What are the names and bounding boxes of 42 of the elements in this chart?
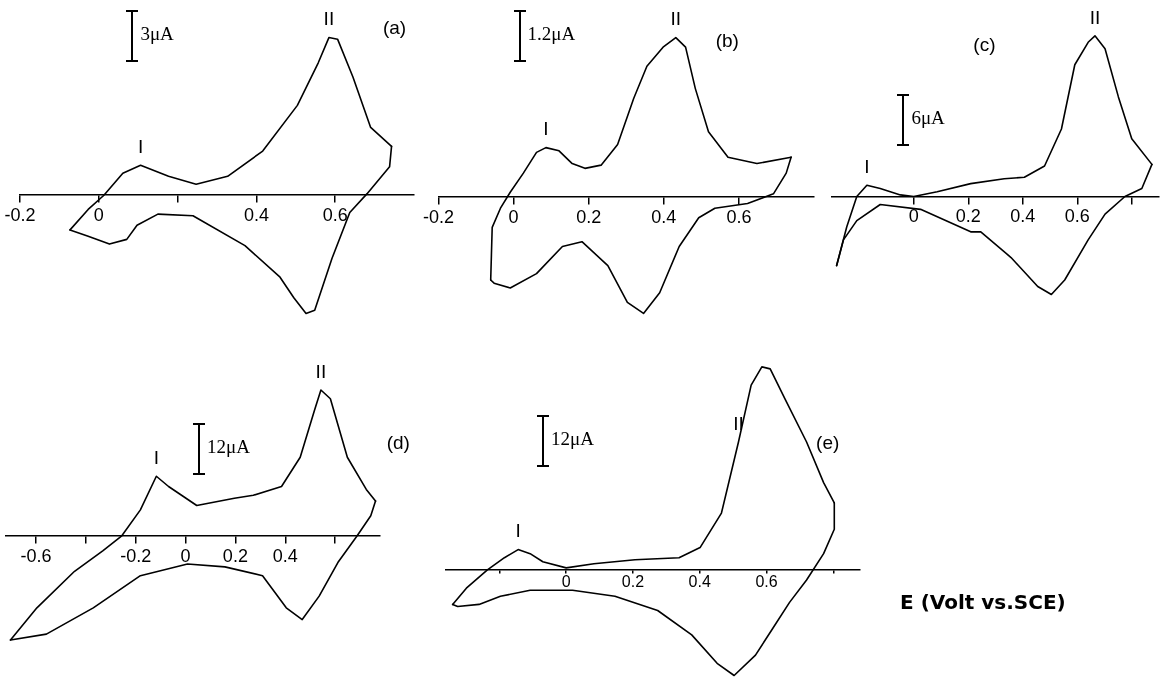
x-tick-label: 0.6 xyxy=(1064,206,1090,227)
annotation: 12μA xyxy=(551,427,595,449)
x-tick-label: -0.2 xyxy=(422,206,455,227)
x-tick-label: 0 xyxy=(180,545,191,566)
annotation: I xyxy=(153,446,159,468)
x-tick-label: -0.2 xyxy=(4,204,36,225)
annotation: (b) xyxy=(715,30,739,52)
x-tick-label: 0.6 xyxy=(322,204,348,225)
x-axis-title: E (Volt vs.SCE) xyxy=(900,590,1066,615)
annotation: II xyxy=(1089,6,1101,28)
x-tick-label: 0.4 xyxy=(688,572,711,590)
annotation: I xyxy=(137,135,144,157)
annotation: 6μA xyxy=(911,106,946,128)
x-tick-label: 0.2 xyxy=(222,545,248,566)
x-tick-label: 0.6 xyxy=(755,572,778,590)
x-tick-label: 0.4 xyxy=(272,545,298,566)
annotation: (a) xyxy=(382,17,407,39)
x-tick-label: 0.4 xyxy=(651,206,677,227)
x-tick-label: 0 xyxy=(561,572,571,590)
annotation: (e) xyxy=(816,431,840,453)
annotation: I xyxy=(515,520,521,542)
annotation: 3μA xyxy=(140,22,175,44)
x-tick-label: 0.2 xyxy=(955,206,981,227)
x-tick-label: -0.6 xyxy=(20,545,52,566)
x-tick-label: 0 xyxy=(93,204,104,225)
annotation: II xyxy=(315,360,327,382)
x-tick-label: -0.2 xyxy=(120,545,152,566)
x-tick-label: 0.6 xyxy=(726,206,752,227)
text: (d) xyxy=(386,431,410,453)
annotation: 12μA xyxy=(207,435,251,457)
x-tick-label: 0 xyxy=(908,206,919,227)
x-tick-label: 0.4 xyxy=(1010,206,1036,227)
x-tick-label: 0.2 xyxy=(621,572,645,590)
annotation: I xyxy=(864,155,870,177)
x-tick-label: 0.4 xyxy=(243,204,269,225)
annotation: (c) xyxy=(973,34,996,56)
x-tick-label: 0.2 xyxy=(576,206,602,227)
x-tick-label: 0 xyxy=(508,206,519,227)
annotation: II xyxy=(323,8,335,30)
annotation: I xyxy=(543,118,549,140)
annotation: II xyxy=(670,8,682,30)
annotation: 1.2μA xyxy=(527,22,576,44)
